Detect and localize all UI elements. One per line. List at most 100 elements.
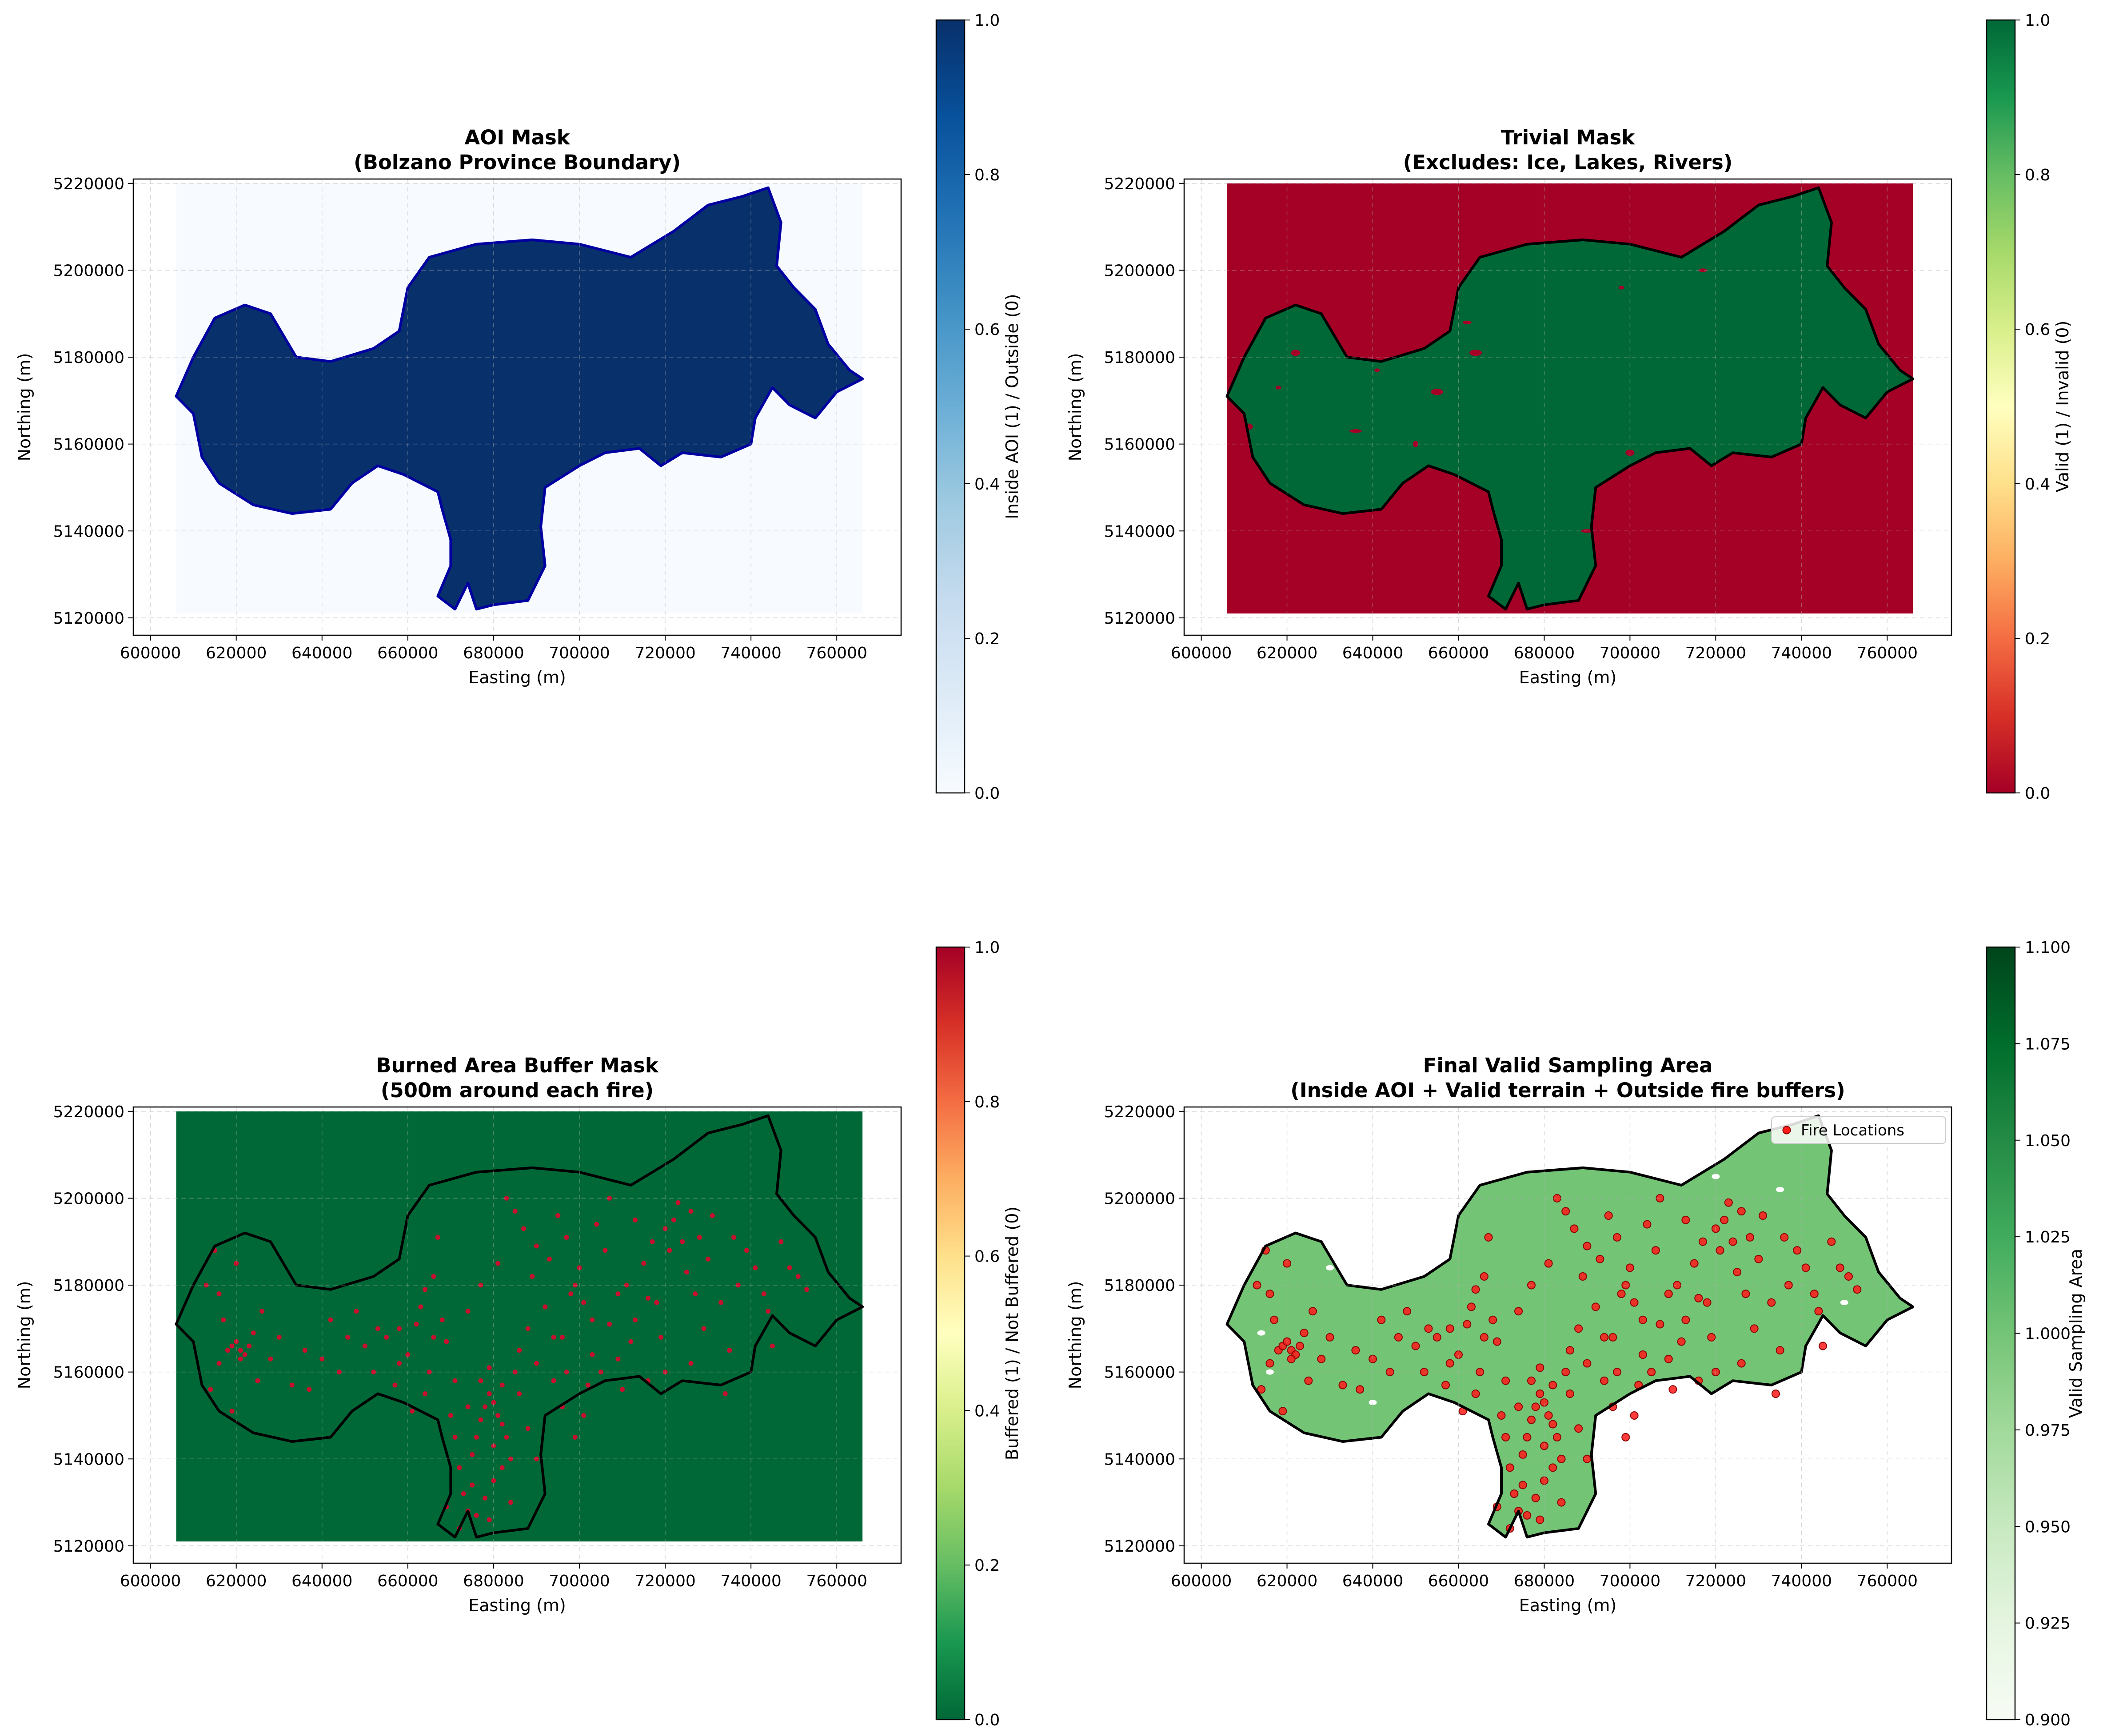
fire-buffer (255, 1378, 260, 1383)
colorbar-tick-label: 0.6 (2025, 321, 2050, 339)
x-tick-label: 680000 (1514, 644, 1575, 662)
fire-buffer (645, 1295, 650, 1301)
colorbar-tick-label: 1.075 (2025, 1035, 2071, 1053)
fire-buffer (761, 1291, 766, 1297)
fire-location-point (1403, 1307, 1412, 1316)
y-tick-label: 5180000 (53, 1277, 124, 1295)
fire-location-point (1741, 1290, 1750, 1298)
colorbar-tick-label: 0.0 (974, 784, 1000, 803)
grid (133, 1107, 901, 1563)
fire-location-point (1668, 1385, 1677, 1394)
fire-buffer (289, 1382, 295, 1388)
panel-subtitle: (Excludes: Ice, Lakes, Rivers) (1403, 151, 1733, 174)
fire-buffer (229, 1409, 235, 1414)
panel-3: 600000 620000 640000 660000 680000 700000 7200… (15, 939, 1022, 1729)
y-tick-label: 5140000 (53, 522, 124, 541)
fire-location-point (1295, 1342, 1304, 1350)
excluded-patch (1369, 1400, 1377, 1406)
fire-location-point (1698, 1237, 1707, 1246)
fire-location-point (1746, 1233, 1755, 1242)
colorbar-tick-label: 0.4 (974, 1402, 1000, 1420)
fire-location-point (1394, 1333, 1403, 1342)
fire-location-point (1548, 1420, 1557, 1429)
panel-4: 600000 620000 640000 660000 680000 700000 7200… (1065, 939, 2086, 1729)
fire-location-point (1527, 1376, 1536, 1385)
invalid-patch (1349, 429, 1362, 433)
fire-location-point (1523, 1511, 1532, 1520)
y-tick-label: 5180000 (53, 349, 124, 367)
valid-sampling-region (1227, 1115, 1913, 1537)
colorbar-label: Buffered (1) / Not Buffered (0) (1002, 1206, 1022, 1460)
fire-buffer (221, 1317, 226, 1322)
fire-location-point (1265, 1290, 1274, 1298)
province-boundary (1225, 186, 1915, 611)
fire-location-point (1270, 1315, 1279, 1324)
y-axis-label: Northing (m) (15, 1281, 34, 1390)
fire-location-point (1638, 1315, 1647, 1324)
fire-location-point (1505, 1463, 1514, 1472)
colorbar-tick-label: 0.925 (2025, 1615, 2071, 1633)
fire-buffer (770, 1343, 775, 1349)
fire-location-point (1836, 1263, 1844, 1272)
fire-location-point (1510, 1489, 1519, 1498)
fire-location-point (1801, 1263, 1810, 1272)
fire-buffer (483, 1495, 488, 1501)
fire-buffer (247, 1343, 252, 1349)
fire-location-point (1617, 1290, 1626, 1298)
fire-location-point (1853, 1285, 1862, 1294)
fire-location-point (1536, 1515, 1544, 1524)
fire-buffer (470, 1452, 475, 1457)
fire-location-point (1630, 1298, 1639, 1307)
fire-buffer (512, 1370, 518, 1375)
fire-buffer (508, 1500, 514, 1505)
colorbar-tick-label: 0.0 (974, 1711, 1000, 1729)
x-tick-label: 640000 (291, 644, 352, 662)
y-tick-label: 5140000 (1104, 1450, 1175, 1469)
y-tick-label: 5160000 (1104, 1364, 1175, 1382)
x-axis-label: Easting (m) (1519, 668, 1617, 687)
fire-location-point (1278, 1407, 1287, 1416)
fire-buffer (624, 1282, 629, 1288)
fire-buffer (384, 1334, 389, 1340)
fire-buffer (487, 1391, 492, 1397)
fire-buffer (688, 1209, 694, 1214)
colorbar-tick-label: 0.2 (974, 630, 1000, 648)
y-tick-label: 5140000 (1104, 522, 1175, 541)
fire-location-point (1463, 1320, 1472, 1329)
y-tick-label: 5200000 (1104, 1190, 1175, 1208)
excluded-patch (1326, 1265, 1334, 1270)
colorbar-tick-label: 0.950 (2025, 1518, 2071, 1536)
x-tick-label: 600000 (120, 644, 181, 662)
x-tick-label: 620000 (206, 1572, 267, 1590)
fire-buffer (543, 1304, 548, 1310)
x-tick-label: 620000 (206, 644, 267, 662)
fire-buffer (603, 1248, 608, 1253)
x-tick-label: 660000 (1428, 644, 1489, 662)
y-tick-label: 5220000 (53, 175, 124, 193)
axes-frame (132, 1106, 902, 1564)
fire-location-point (1287, 1354, 1296, 1363)
fire-location-point (1304, 1376, 1313, 1385)
fire-location-point (1484, 1233, 1493, 1242)
fire-buffer (615, 1291, 621, 1297)
fire-location-point (1750, 1324, 1759, 1333)
fire-location-point (1518, 1481, 1527, 1489)
colorbar-label: Valid (1) / Invalid (0) (2053, 321, 2072, 493)
fire-buffer (534, 1361, 539, 1366)
fire-location-point (1300, 1329, 1309, 1338)
fire-buffer (397, 1326, 402, 1331)
fire-location-point (1703, 1298, 1712, 1307)
fire-location-point (1681, 1215, 1690, 1224)
fire-buffer (457, 1465, 462, 1470)
fire-location-point (1737, 1207, 1746, 1216)
invalid-patch (1413, 441, 1418, 447)
fire-buffer (534, 1243, 539, 1249)
fire-buffer (409, 1409, 415, 1414)
invalid-patch (1698, 268, 1708, 272)
fire-location-point (1780, 1233, 1789, 1242)
colorbar (935, 946, 966, 1720)
fire-location-point (1557, 1498, 1566, 1507)
fire-buffer (216, 1291, 222, 1297)
fire-buffer (216, 1361, 222, 1366)
fire-location-point (1621, 1433, 1630, 1441)
